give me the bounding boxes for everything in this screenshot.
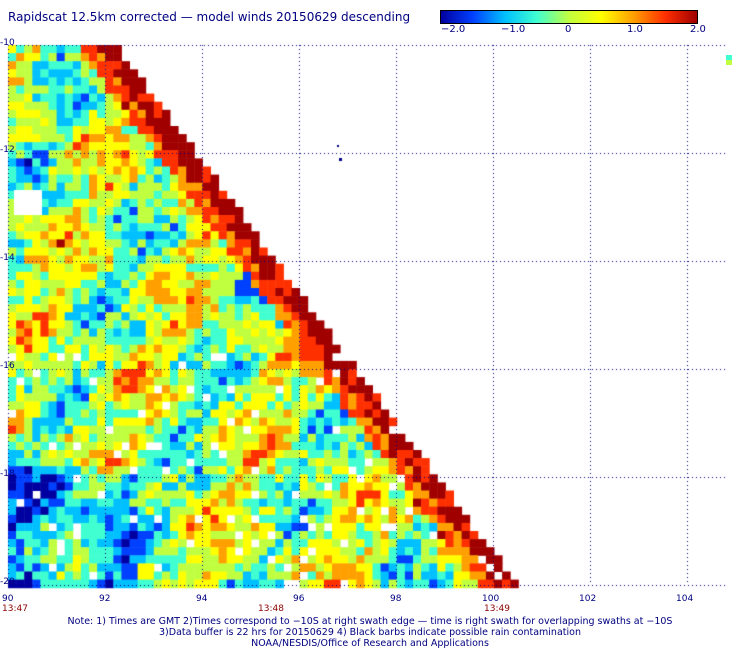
lon-label-102: 102 [579, 594, 597, 604]
lat-label-10: -10 [0, 38, 15, 48]
lon-label-98: 98 [390, 594, 402, 604]
lon-label-104: 104 [676, 594, 694, 604]
colorbar-label-neg1: −1.0 [501, 24, 526, 35]
footnote-line-3: NOAA/NESDIS/Office of Research and Appli… [251, 638, 489, 649]
time-label-1: 13:47 [2, 604, 28, 614]
lat-label-18: -18 [0, 469, 15, 479]
lon-label-92: 92 [99, 594, 111, 604]
time-label-2: 13:48 [258, 604, 284, 614]
lat-label-20: -20 [0, 577, 15, 587]
lat-label-14: -14 [0, 253, 15, 263]
map-title: Rapidscat 12.5km corrected — model winds… [8, 10, 411, 24]
time-label-3: 13:49 [484, 604, 510, 614]
footnote-line-1: Note: 1) Times are GMT 2)Times correspon… [67, 616, 673, 627]
color-scale-bar [440, 10, 698, 24]
lon-label-90: 90 [2, 594, 14, 604]
lon-label-100: 100 [482, 594, 500, 604]
lat-label-12: -12 [0, 145, 15, 155]
lon-label-96: 96 [293, 594, 305, 604]
colorbar-label-zero: 0 [565, 24, 572, 35]
lat-label-16: -16 [0, 361, 15, 371]
footnote-line-2: 3)Data buffer is 22 hrs for 20150629 4) … [159, 627, 581, 638]
colorbar-label-min: −2.0 [441, 24, 466, 35]
colorbar-label-pos1: 1.0 [627, 24, 643, 35]
edge-swatch [726, 55, 732, 65]
colorbar-label-max: 2.0 [690, 24, 706, 35]
lon-label-94: 94 [196, 594, 208, 604]
